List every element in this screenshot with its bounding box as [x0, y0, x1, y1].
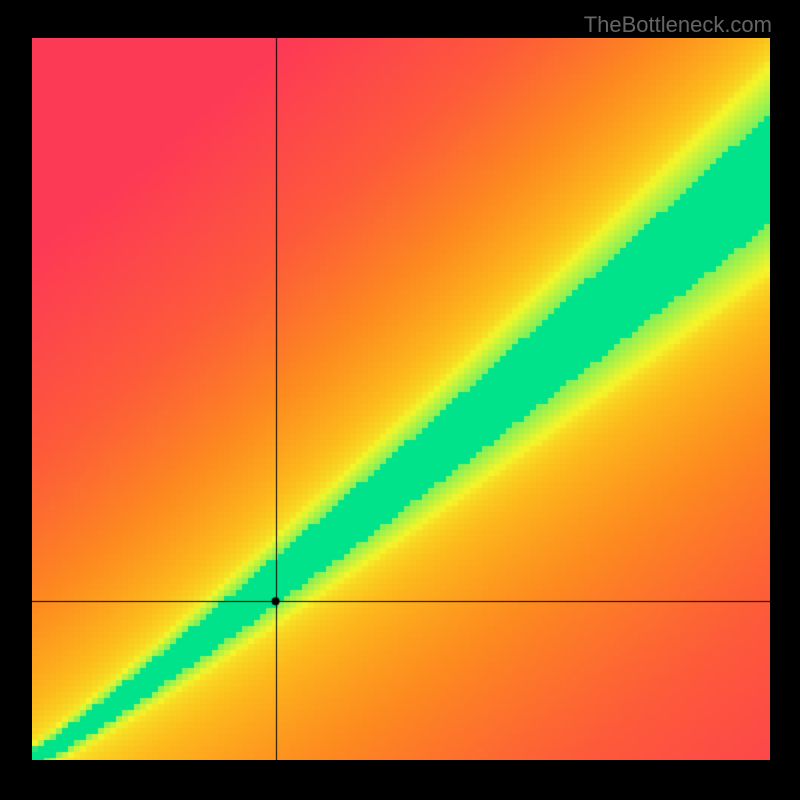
watermark-text: TheBottleneck.com	[584, 12, 772, 38]
bottleneck-heatmap	[32, 38, 770, 760]
chart-frame: TheBottleneck.com	[0, 0, 800, 800]
